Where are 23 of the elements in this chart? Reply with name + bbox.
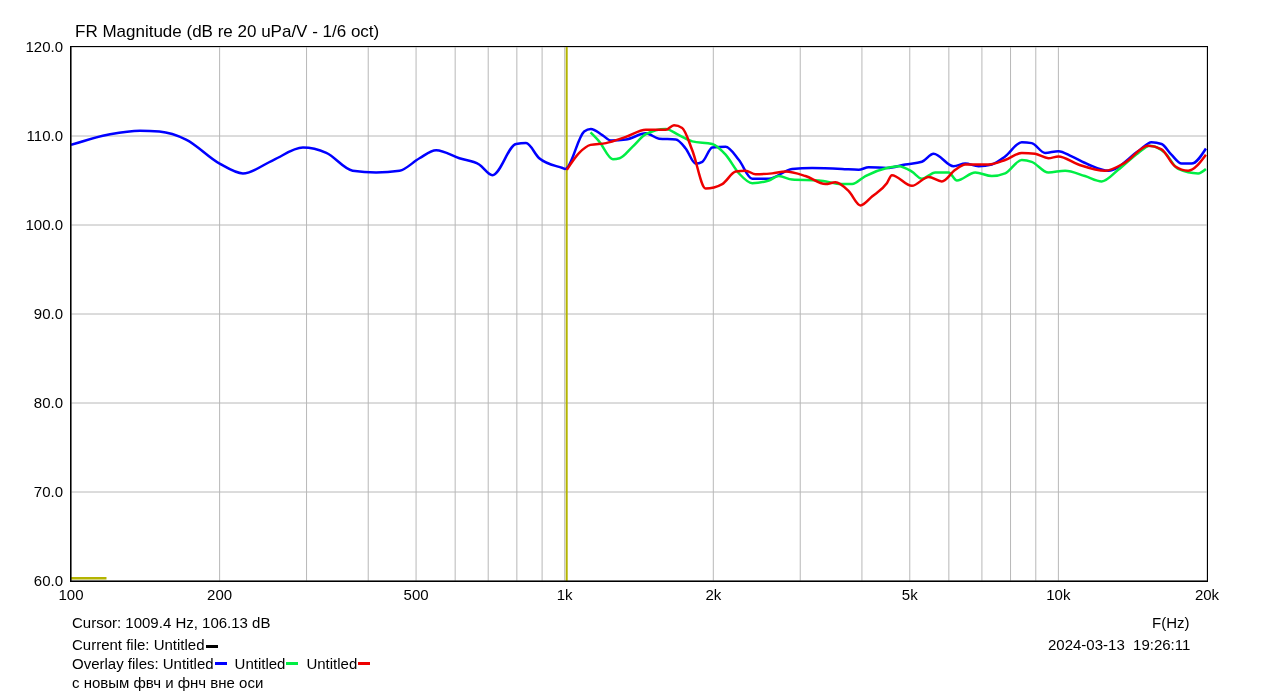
x-tick-label: 500 [403,585,429,603]
y-tick-label: 120.0 [25,38,63,56]
y-tick-label: 70.0 [33,483,63,501]
legend-label: Untitled [306,655,358,672]
text: с новым фвч и фнч вне оси [72,674,264,691]
x-axis-title: F(Hz) [1152,614,1190,631]
x-tick-label: 2k [705,585,722,603]
y-tick-label: 100.0 [25,216,63,234]
legend-title: Overlay files: [72,655,159,672]
y-tick-label: 110.0 [26,127,63,145]
x-tick-label: 10k [1046,585,1071,603]
text: 2024-03-13 19:26:11 [1048,636,1191,653]
x-tick-label: 1k [556,585,574,603]
text: Cursor: 1009.4 Hz, 106.13 dB [72,614,271,631]
x-tick-label: 20k [1194,585,1220,603]
text: Current file: Untitled [72,636,206,653]
y-tick-label: 80.0 [33,394,63,412]
x-tick-label: 5k [901,585,919,603]
y-tick-label: 90.0 [33,305,63,323]
legend-label: Untitled [234,655,286,672]
x-tick-label: 200 [207,585,233,603]
chart-title: FR Magnitude (dB re 20 uPa/V - 1/6 oct) [75,22,380,42]
legend-label: Untitled [162,655,214,672]
